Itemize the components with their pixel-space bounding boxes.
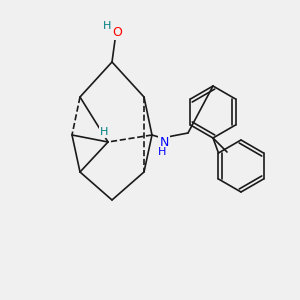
Text: O: O <box>112 26 122 38</box>
Text: H: H <box>103 21 111 31</box>
Text: H: H <box>100 127 108 137</box>
Text: N: N <box>159 136 169 148</box>
Text: H: H <box>158 147 166 157</box>
